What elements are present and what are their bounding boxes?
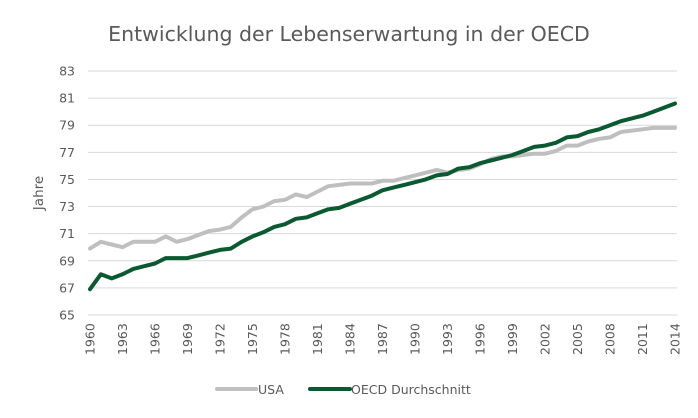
legend: USA OECD Durchschnitt bbox=[215, 382, 471, 397]
x-tick-label: 2014 bbox=[668, 323, 683, 355]
x-tick-label: 1981 bbox=[310, 323, 325, 355]
gridlines bbox=[88, 70, 677, 316]
y-tick-label: 69 bbox=[59, 253, 75, 268]
x-tick-label: 2008 bbox=[603, 323, 618, 355]
x-tick-label: 1987 bbox=[375, 323, 390, 355]
x-tick-label: 1972 bbox=[213, 323, 228, 355]
y-tick-label: 83 bbox=[59, 64, 75, 79]
x-tick-label: 2005 bbox=[570, 323, 585, 355]
x-tick-label: 1993 bbox=[440, 323, 455, 355]
y-tick-label: 67 bbox=[59, 280, 75, 295]
y-tick-label: 75 bbox=[59, 172, 75, 187]
x-tick-label: 1960 bbox=[83, 323, 98, 355]
y-tick-label: 81 bbox=[59, 91, 75, 106]
x-tick-label: 1975 bbox=[245, 323, 260, 355]
x-tick-label: 2011 bbox=[635, 323, 650, 355]
x-tick-label: 1984 bbox=[343, 323, 358, 355]
y-tick-label: 79 bbox=[59, 118, 75, 133]
series-line-usa bbox=[88, 125, 677, 251]
x-tick-label: 1996 bbox=[473, 323, 488, 355]
x-tick-label: 1963 bbox=[115, 323, 130, 355]
legend-item-oecd[interactable]: OECD Durchschnitt bbox=[308, 382, 471, 397]
y-axis-ticks: 65 67 69 71 73 75 77 79 81 83 bbox=[59, 64, 75, 323]
x-tick-label: 2002 bbox=[538, 323, 553, 355]
x-tick-label: 1990 bbox=[408, 323, 423, 355]
x-tick-label: 1969 bbox=[180, 323, 195, 355]
y-tick-label: 77 bbox=[59, 145, 75, 160]
y-tick-label: 65 bbox=[59, 308, 75, 323]
series-lines bbox=[88, 101, 677, 292]
x-axis-ticks: 1960 1963 1966 1969 1972 1975 1978 1981 1984 1987… bbox=[83, 323, 683, 355]
x-tick-label: 1978 bbox=[278, 323, 293, 355]
legend-item-usa[interactable]: USA bbox=[215, 382, 284, 397]
y-tick-label: 71 bbox=[59, 226, 75, 241]
series-line-oecd bbox=[88, 101, 677, 292]
legend-label-oecd: OECD Durchschnitt bbox=[351, 382, 471, 397]
y-tick-label: 73 bbox=[59, 199, 75, 214]
chart-title: Entwicklung der Lebenserwartung in der O… bbox=[108, 22, 590, 46]
x-tick-label: 1966 bbox=[148, 323, 163, 355]
x-tick-label: 1999 bbox=[505, 323, 520, 355]
legend-label-usa: USA bbox=[258, 382, 284, 397]
y-axis-label: Jahre bbox=[31, 176, 47, 211]
